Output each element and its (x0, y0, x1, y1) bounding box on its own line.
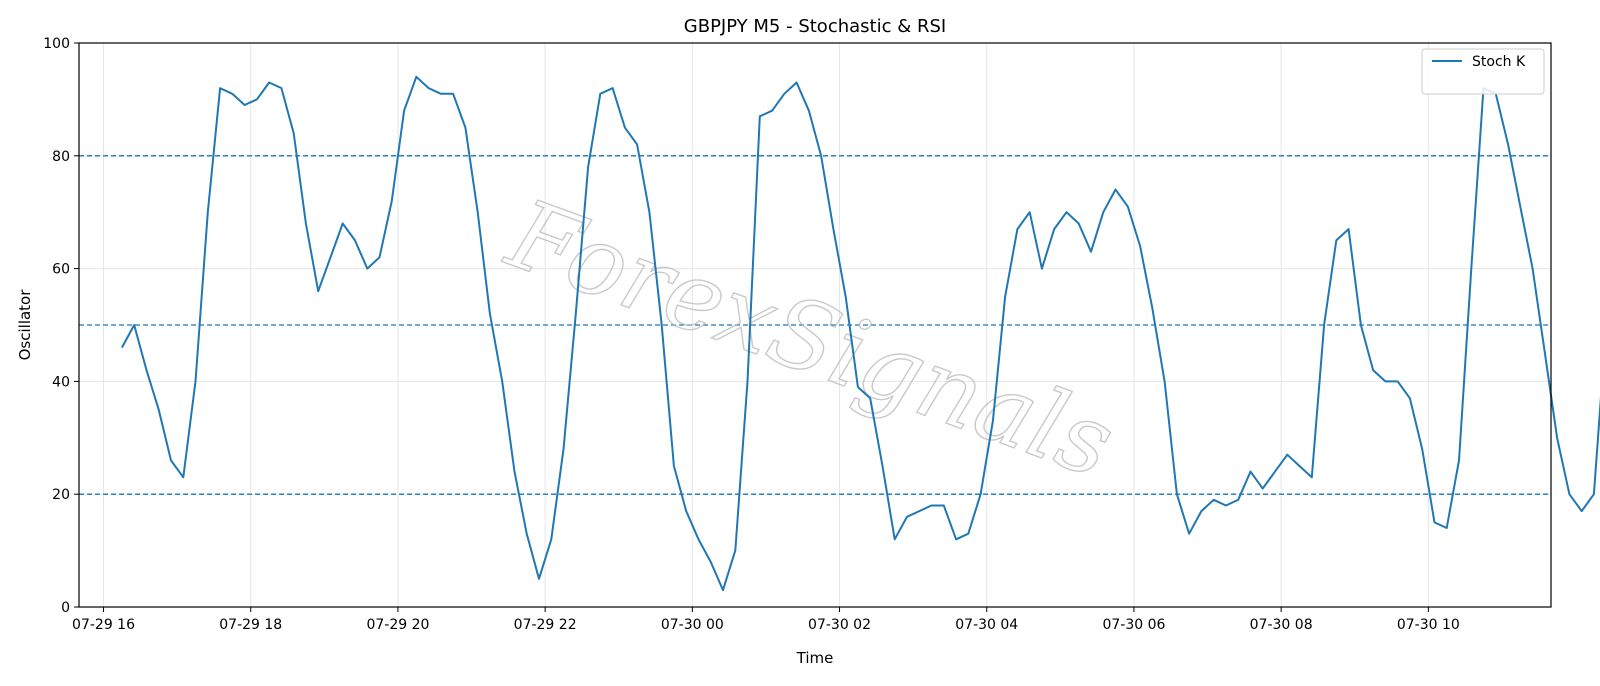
chart-title: GBPJPY M5 - Stochastic & RSI (684, 16, 946, 37)
x-tick-label: 07-29 20 (366, 617, 429, 633)
x-tick-label: 07-29 22 (514, 617, 577, 633)
x-tick-label: 07-30 04 (955, 617, 1018, 633)
series-lines (121, 75, 1600, 592)
x-tick-label: 07-30 10 (1397, 617, 1460, 633)
y-axis-label: Oscillator (16, 289, 34, 361)
y-tick-label: 40 (52, 374, 70, 390)
y-tick-label: 0 (61, 600, 70, 616)
reference-lines (79, 155, 1551, 495)
series-line-stoch-k (121, 75, 1600, 592)
legend: Stoch K (1421, 48, 1545, 95)
y-tick-label: 20 (52, 487, 70, 503)
x-tick-label: 07-30 02 (808, 617, 871, 633)
x-axis-label: Time (796, 649, 834, 667)
y-tick-label: 80 (52, 149, 70, 165)
x-tick-label: 07-29 16 (72, 617, 135, 633)
y-axis-ticks: 0 20 40 60 80 100 (43, 36, 79, 616)
x-axis-ticks: 07-29 16 07-29 18 07-29 20 07-29 22 07-30 00… (72, 607, 1460, 633)
y-tick-label: 60 (52, 262, 70, 278)
x-tick-label: 07-30 00 (661, 617, 724, 633)
legend-label-stoch-k: Stoch K (1472, 54, 1526, 70)
x-tick-label: 07-29 18 (219, 617, 282, 633)
y-tick-label: 100 (43, 36, 70, 52)
plot-frame (78, 42, 1552, 608)
x-tick-label: 07-30 06 (1102, 617, 1165, 633)
x-tick-label: 07-30 08 (1250, 617, 1313, 633)
